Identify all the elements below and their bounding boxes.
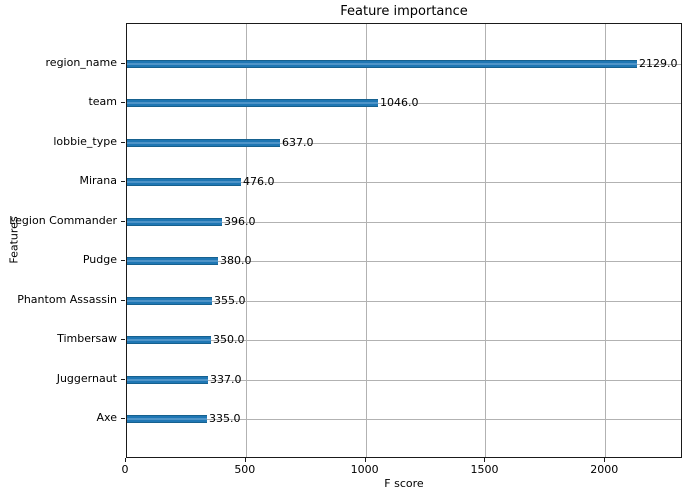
x-tick-label: 0 <box>121 463 129 476</box>
chart-title: Feature importance <box>340 4 468 19</box>
y-tick-mark <box>121 181 125 182</box>
bar-value-label: 337.0 <box>210 373 242 386</box>
bar <box>127 178 241 186</box>
y-tick-label: team <box>88 95 117 108</box>
y-tick-label: region_name <box>45 56 117 69</box>
gridline-horizontal <box>127 301 681 302</box>
x-tick-label: 1000 <box>350 463 379 476</box>
bar <box>127 376 208 384</box>
y-tick-label: Timbersaw <box>57 332 117 345</box>
bar-value-label: 350.0 <box>213 333 245 346</box>
bar-value-label: 355.0 <box>214 294 246 307</box>
y-tick-mark <box>121 142 125 143</box>
y-tick-mark <box>121 300 125 301</box>
y-tick-label: Mirana <box>79 174 117 187</box>
gridline-vertical <box>485 24 487 457</box>
y-tick-mark <box>121 418 125 419</box>
bar-value-label: 1046.0 <box>380 96 419 109</box>
gridline-horizontal <box>127 419 681 420</box>
y-tick-mark <box>121 102 125 103</box>
gridline-horizontal <box>127 222 681 223</box>
x-tick-mark <box>244 458 246 462</box>
bar <box>127 139 280 147</box>
y-tick-mark <box>121 260 125 261</box>
plot-area: 2129.0 1046.0 637.0 476.0 396.0 380.0 355.0 350… <box>126 23 682 458</box>
y-tick-mark <box>121 379 125 380</box>
bar-value-label: 396.0 <box>224 215 256 228</box>
bar-value-label: 637.0 <box>282 136 314 149</box>
gridline-horizontal <box>127 340 681 341</box>
x-tick-label: 1500 <box>470 463 499 476</box>
x-tick-mark <box>125 458 126 462</box>
y-tick-label: Legion Commander <box>9 214 117 227</box>
x-tick-label: 2000 <box>590 463 619 476</box>
bar <box>127 60 637 68</box>
gridline-horizontal <box>127 182 681 183</box>
y-tick-mark <box>121 221 125 222</box>
bar-value-label: 335.0 <box>209 412 241 425</box>
gridline-horizontal <box>127 380 681 381</box>
bar-value-label: 476.0 <box>243 175 275 188</box>
bar <box>127 218 222 226</box>
y-tick-label: Pudge <box>82 253 117 266</box>
x-tick-mark <box>364 458 366 462</box>
bar <box>127 336 211 344</box>
gridline-horizontal <box>127 261 681 262</box>
bar-value-label: 380.0 <box>220 254 252 267</box>
x-tick-label: 500 <box>234 463 256 476</box>
y-tick-mark <box>121 339 125 340</box>
x-tick-mark <box>484 458 486 462</box>
gridline-horizontal <box>127 143 681 144</box>
y-tick-mark <box>121 63 125 64</box>
x-tick-mark <box>604 458 606 462</box>
y-tick-label: Juggernaut <box>56 372 117 385</box>
gridline-horizontal <box>127 103 681 104</box>
bar <box>127 415 207 423</box>
gridline-vertical <box>245 24 247 457</box>
bar-value-label: 2129.0 <box>639 57 678 70</box>
gridline-vertical <box>605 24 607 457</box>
bar <box>127 297 212 305</box>
x-axis-label: F score <box>384 477 424 490</box>
y-tick-label: Axe <box>96 411 117 424</box>
bar <box>127 99 378 107</box>
y-tick-label: Phantom Assassin <box>17 293 117 306</box>
y-tick-label: lobbie_type <box>53 135 117 148</box>
bar <box>127 257 218 265</box>
gridline-vertical <box>365 24 367 457</box>
